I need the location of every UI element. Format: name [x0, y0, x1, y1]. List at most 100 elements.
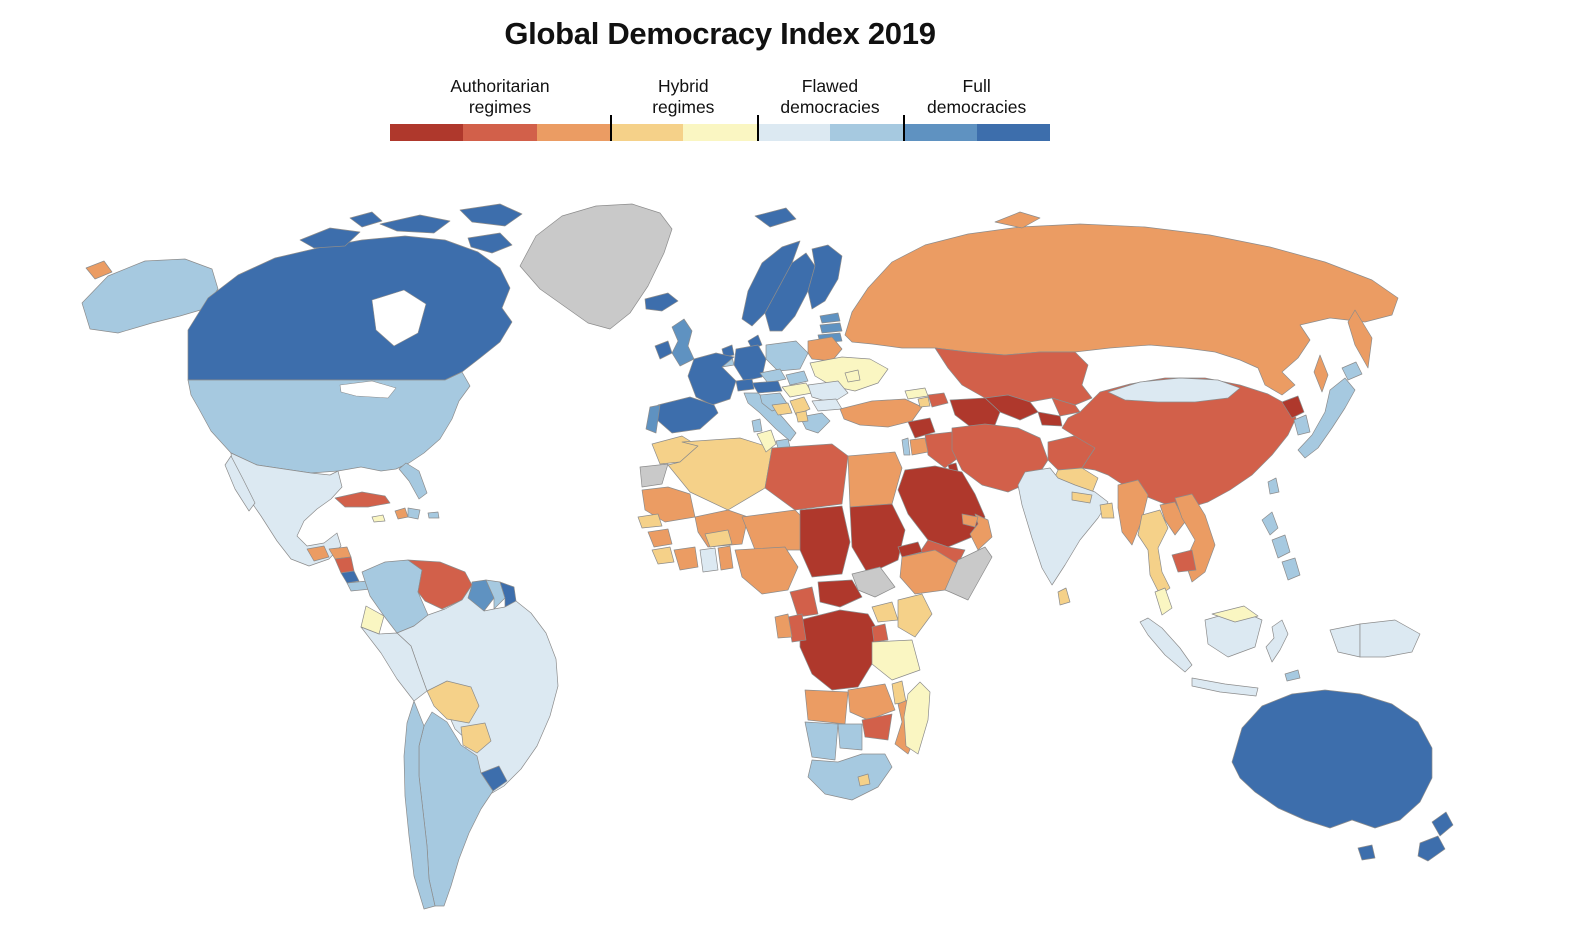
arctic-island: [349, 211, 383, 228]
country-philippines: [1271, 534, 1291, 559]
africa: [637, 429, 993, 801]
north-america: [81, 203, 673, 592]
country-bosnia: [771, 402, 793, 416]
country-myanmar: [1117, 479, 1149, 546]
country-kenya: [897, 593, 933, 638]
country-mongolia: [1107, 377, 1241, 403]
country-cote-divoire: [673, 546, 699, 571]
country-greenland: [519, 203, 673, 330]
country-gabon: [774, 613, 793, 639]
country-libya: [764, 443, 849, 511]
country-indonesia-java: [1191, 677, 1259, 697]
country-new-zealand-south: [1417, 835, 1446, 862]
country-angola: [804, 689, 849, 725]
country-algeria: [667, 437, 773, 511]
country-philippines: [1261, 511, 1279, 536]
country-chad: [799, 505, 851, 578]
country-malaysia: [1154, 587, 1173, 616]
country-south-sudan: [851, 566, 896, 598]
country-zimbabwe: [861, 713, 893, 741]
country-costa-rica: [340, 570, 360, 584]
country-usa: [187, 371, 471, 474]
great-lakes: [339, 380, 397, 399]
legend-swatch-authoritarian-2: [463, 124, 537, 142]
country-zambia: [847, 683, 896, 721]
country-uganda: [871, 601, 899, 623]
country-timor-leste: [1284, 669, 1301, 682]
hudson-bay: [371, 289, 427, 347]
arctic-island: [459, 203, 523, 227]
country-ireland: [654, 340, 673, 360]
country-south-korea: [1293, 414, 1311, 436]
country-guatemala: [306, 545, 330, 562]
country-tanzania: [871, 639, 921, 681]
country-philippines: [1281, 557, 1301, 581]
country-armenia: [917, 396, 931, 408]
arctic-island: [299, 227, 361, 249]
country-guinea: [647, 528, 673, 548]
country-svalbard: [754, 207, 797, 228]
country-kazakhstan: [934, 347, 1093, 406]
legend-swatch-hybrid-2: [683, 124, 757, 142]
country-nicaragua: [334, 556, 355, 574]
country-mexico: [230, 452, 343, 567]
country-russia-kamchatka: [1347, 309, 1373, 369]
country-usa-florida: [398, 462, 428, 500]
country-switzerland: [735, 378, 755, 392]
legend-labels: Authoritarian regimes Hybrid regimes Flawe…: [390, 76, 1050, 117]
country-bulgaria: [811, 398, 843, 412]
country-austria: [751, 380, 783, 394]
country-senegal: [637, 513, 663, 529]
country-australia: [1231, 689, 1433, 829]
country-indonesia-sulawesi: [1265, 619, 1289, 663]
country-uae: [961, 513, 979, 528]
country-slovakia: [785, 370, 809, 386]
legend-label-hybrid: Hybrid regimes: [652, 76, 715, 117]
country-egypt: [847, 451, 903, 508]
country-indonesia-papua: [1329, 623, 1361, 658]
country-mexico-baja: [224, 455, 256, 512]
country-western-sahara: [639, 463, 669, 488]
legend-swatch-flawed-1: [756, 124, 830, 142]
country-drc: [799, 609, 881, 691]
country-sri-lanka: [1057, 587, 1071, 606]
legend-tick: [609, 115, 612, 142]
country-jamaica: [371, 514, 386, 523]
country-spain: [655, 396, 719, 434]
country-central-african-republic: [817, 579, 863, 608]
country-togo-benin: [717, 545, 734, 571]
country-south-africa: [807, 753, 893, 801]
country-rwanda: [871, 623, 889, 643]
country-france: [687, 352, 737, 406]
header: Global Democracy Index 2019 Authoritaria…: [390, 16, 1050, 142]
country-dominican-republic: [407, 507, 421, 520]
country-australia-tasmania: [1357, 844, 1376, 861]
country-malawi: [891, 680, 907, 705]
legend-swatch-full-1: [903, 124, 977, 142]
country-cuba: [334, 491, 391, 508]
country-eritrea: [897, 541, 923, 558]
country-burkina-faso: [704, 529, 733, 548]
country-tunisia: [756, 429, 777, 453]
country-russia-chukotka: [85, 260, 113, 280]
country-serbia: [789, 396, 811, 416]
country-iceland: [644, 292, 679, 312]
arctic-island: [379, 214, 451, 234]
country-peru: [360, 626, 428, 702]
country-estonia: [819, 312, 841, 324]
page-title: Global Democracy Index 2019: [504, 16, 936, 51]
arctic-island: [467, 232, 513, 254]
country-bangladesh: [1099, 502, 1115, 519]
south-america: [360, 559, 559, 910]
country-botswana: [837, 723, 863, 751]
country-jordan: [909, 437, 929, 456]
legend-color-bar: [390, 115, 1050, 142]
country-ghana: [699, 547, 719, 573]
country-germany: [733, 344, 767, 382]
country-suriname: [485, 579, 506, 610]
legend-label-flawed: Flawed democracies: [780, 76, 880, 117]
country-vietnam: [1174, 493, 1216, 583]
country-syria: [907, 417, 936, 439]
legend-swatch-authoritarian-3: [536, 124, 610, 142]
country-israel: [901, 437, 911, 456]
